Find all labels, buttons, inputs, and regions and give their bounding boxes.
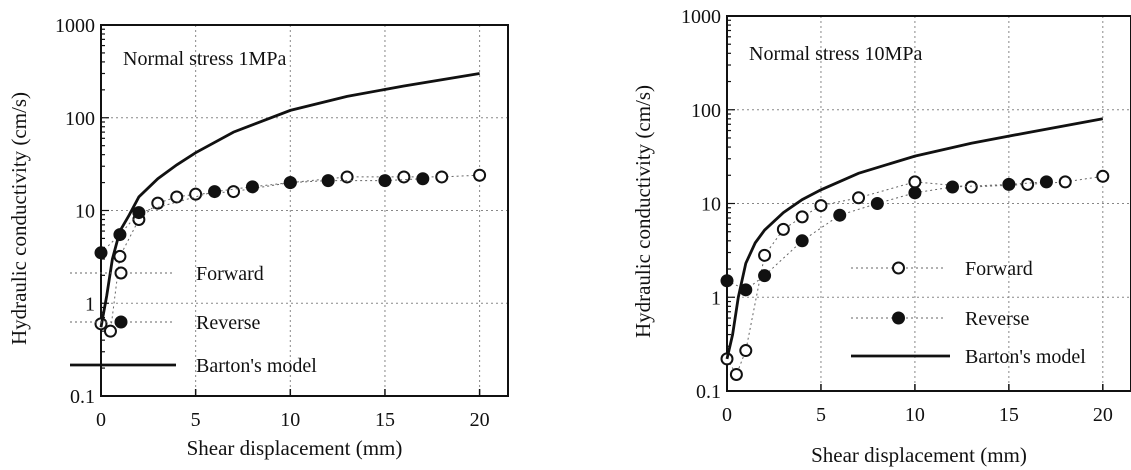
reverse-data-point: [208, 185, 222, 199]
y-tick-label: 1000: [55, 15, 95, 37]
forward-data-point: [852, 191, 866, 205]
forward-data-point: [1096, 169, 1110, 183]
forward-data-point: [189, 187, 203, 201]
x-tick-label: 20: [470, 409, 490, 431]
y-tick-label: 1: [85, 293, 95, 315]
forward-data-point: [908, 175, 922, 189]
series-barton-s-model: [99, 72, 480, 328]
x-axis-label: Shear displacement (mm): [811, 443, 1027, 467]
reverse-data-point: [1002, 177, 1016, 191]
forward-data-point: [103, 324, 117, 338]
forward-data-point: [151, 196, 165, 210]
y-tick-label: 100: [691, 100, 721, 122]
normal-stress-annotation: Normal stress 1MPa: [123, 48, 286, 70]
reverse-data-point: [378, 174, 392, 188]
y-tick-label: 100: [65, 108, 95, 130]
reverse-data-point: [321, 174, 335, 188]
chart-1mpa: 0 5 10 15 20 0.1 1 10 100 1000 Shear displacement …: [7, 15, 509, 460]
forward-data-point: [435, 170, 449, 184]
chart-10mpa: 0 5 10 15 20 0.1 1 10 100 1000 Shear displacement …: [631, 6, 1131, 467]
legend-label-forward: Forward: [196, 263, 264, 285]
y-tick-label: 10: [75, 201, 95, 223]
forward-data-point: [340, 170, 354, 184]
series-connector-line: [726, 181, 1047, 291]
normal-stress-annotation: Normal stress 10MPa: [749, 43, 922, 65]
forward-data-point: [758, 248, 772, 262]
legend-label-reverse: Reverse: [965, 308, 1030, 330]
legend-label-forward: Forward: [965, 258, 1033, 280]
reverse-data-point: [908, 186, 922, 200]
x-tick-label: 5: [191, 409, 201, 431]
forward-data-point: [397, 170, 411, 184]
forward-data-point: [473, 168, 487, 182]
forward-data-point: [1021, 177, 1035, 191]
reverse-data-point: [283, 176, 297, 190]
reverse-data-point: [245, 180, 259, 194]
reverse-data-point: [1039, 175, 1053, 189]
reverse-data-point: [94, 246, 108, 260]
reverse-data-point: [758, 269, 772, 283]
reverse-data-point: [132, 206, 146, 220]
forward-data-point: [814, 199, 828, 213]
y-axis-label: Hydraulic conductivity (cm/s): [631, 85, 655, 338]
x-tick-label: 10: [280, 409, 300, 431]
x-tick-label: 0: [722, 404, 732, 426]
y-tick-label: 0.1: [70, 386, 95, 408]
forward-data-point: [113, 249, 127, 263]
chart-panel-normal-stress-10mpa: 0 5 10 15 20 0.1 1 10 100 1000 Shear displacement …: [566, 0, 1131, 470]
legend-marker-reverse: [892, 311, 905, 325]
legend-label-barton-s-model: Barton's model: [965, 346, 1086, 368]
reverse-data-point: [795, 234, 809, 248]
y-tick-label: 0.1: [696, 381, 721, 403]
forward-data-point: [739, 344, 753, 358]
y-tick-label: 1000: [681, 6, 721, 28]
x-tick-label: 15: [999, 404, 1019, 426]
series-connector-line: [100, 178, 423, 254]
y-axis-label: Hydraulic conductivity (cm/s): [7, 92, 31, 345]
reverse-data-point: [833, 208, 847, 222]
reverse-data-point: [870, 197, 884, 210]
legend-label-reverse: Reverse: [196, 312, 261, 334]
reverse-data-point: [720, 274, 734, 288]
forward-data-point: [964, 180, 978, 194]
legend: Forward Reverse Barton's model: [851, 258, 1086, 368]
legend-marker-forward: [114, 266, 128, 280]
grid-lines: [101, 25, 508, 396]
forward-data-point: [1058, 175, 1072, 189]
forward-data-point: [170, 190, 184, 204]
forward-data-point: [795, 210, 809, 224]
axis-ticks: [726, 19, 1104, 392]
chart-panel-normal-stress-1mpa: 0 5 10 15 20 0.1 1 10 100 1000 Shear displacement …: [0, 0, 565, 470]
grid-lines: [727, 16, 1131, 391]
legend-marker-reverse: [114, 315, 128, 329]
x-axis-label: Shear displacement (mm): [187, 436, 403, 460]
x-tick-label: 20: [1093, 404, 1113, 426]
y-tick-label: 1: [711, 287, 721, 309]
x-tick-label: 5: [816, 404, 826, 426]
forward-data-point: [776, 222, 790, 236]
x-tick-label: 0: [96, 409, 106, 431]
series-barton-s-model: [725, 117, 1104, 360]
series-reverse: [720, 175, 1053, 297]
x-tick-label: 10: [905, 404, 925, 426]
reverse-data-point: [945, 180, 959, 194]
series-reverse: [94, 172, 430, 260]
x-tick-label: 15: [375, 409, 395, 431]
barton-model-line: [99, 72, 480, 328]
forward-data-point: [729, 367, 743, 381]
legend-label-barton-s-model: Barton's model: [196, 355, 317, 377]
reverse-data-point: [416, 172, 430, 186]
legend-marker-forward: [892, 261, 905, 275]
series-forward: [720, 169, 1110, 381]
legend: Forward Reverse Barton's model: [70, 263, 317, 377]
barton-model-line: [725, 117, 1104, 360]
forward-data-point: [227, 185, 241, 199]
y-tick-label: 10: [701, 194, 721, 216]
